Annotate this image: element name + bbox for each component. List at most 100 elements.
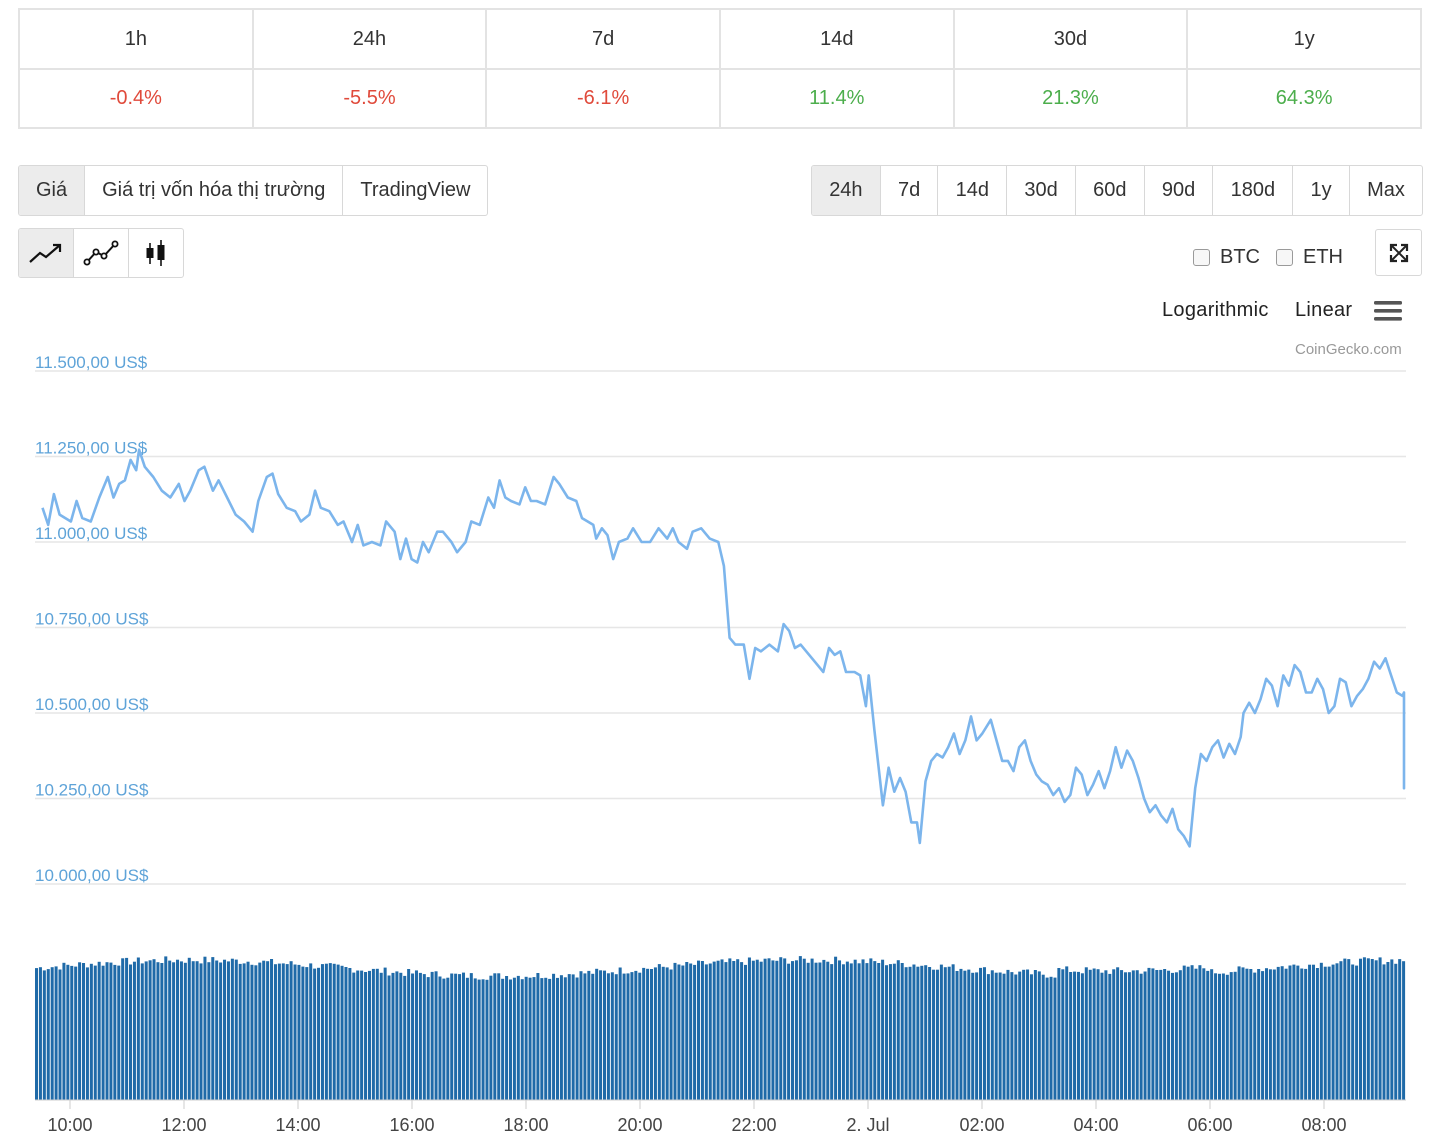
- volume-bar: [591, 973, 595, 1100]
- price-change-header-row: 1h 24h 7d 14d 30d 1y: [18, 8, 1422, 70]
- volume-bar: [1382, 964, 1386, 1100]
- tab-tradingview[interactable]: TradingView: [360, 179, 471, 201]
- volume-bar: [1362, 957, 1366, 1100]
- volume-bar: [830, 964, 834, 1100]
- volume-bar: [199, 963, 203, 1100]
- line-points-button[interactable]: [74, 229, 129, 277]
- volume-bar: [132, 961, 136, 1100]
- volume-bar: [1366, 958, 1370, 1100]
- volume-bar: [618, 967, 622, 1100]
- volume-bar: [446, 977, 450, 1100]
- volume-bar: [508, 979, 512, 1100]
- range-180d[interactable]: 180d: [1213, 166, 1294, 215]
- volume-bar: [485, 979, 489, 1100]
- volume-bar: [740, 962, 744, 1100]
- range-1y[interactable]: 1y: [1293, 166, 1350, 215]
- range-14d[interactable]: 14d: [938, 166, 1008, 215]
- volume-bar: [364, 972, 368, 1100]
- menu-icon[interactable]: [1374, 300, 1402, 322]
- change-header-14d: 14d: [718, 8, 955, 70]
- volume-bar: [559, 975, 563, 1100]
- volume-bar: [1229, 972, 1233, 1100]
- volume-bar: [1374, 960, 1378, 1100]
- volume-bar: [1135, 970, 1139, 1100]
- volume-bar: [794, 960, 798, 1100]
- volume-bar: [309, 963, 313, 1100]
- volume-bar: [418, 972, 422, 1100]
- volume-bar: [673, 962, 677, 1100]
- volume-bar: [1006, 969, 1010, 1100]
- volume-bar: [226, 961, 230, 1100]
- volume-bar: [736, 959, 740, 1100]
- volume-bar: [1120, 970, 1124, 1100]
- volume-bar: [712, 961, 716, 1100]
- volume-bar: [375, 968, 379, 1100]
- volume-bar: [454, 973, 458, 1100]
- volume-bar: [693, 964, 697, 1100]
- volume-bar: [1268, 969, 1272, 1100]
- volume-bar: [920, 965, 924, 1100]
- volume-bar: [1174, 972, 1178, 1100]
- volume-bar: [1319, 962, 1323, 1100]
- logarithmic-button[interactable]: Logarithmic: [1162, 299, 1269, 321]
- change-header-7d: 7d: [485, 8, 721, 70]
- volume-bar: [352, 972, 356, 1100]
- volume-bar: [771, 960, 775, 1100]
- tab-price[interactable]: Giá: [19, 166, 86, 215]
- range-90d[interactable]: 90d: [1145, 166, 1214, 215]
- volume-bar: [230, 958, 234, 1100]
- chart-credit[interactable]: CoinGecko.com: [1295, 341, 1402, 358]
- compare-btc[interactable]: BTC: [1193, 246, 1260, 269]
- btc-checkbox[interactable]: [1193, 249, 1210, 266]
- range-max[interactable]: Max: [1367, 179, 1405, 201]
- volume-bar: [383, 967, 387, 1100]
- x-tick-label: 14:00: [275, 1115, 320, 1135]
- tab-market-cap[interactable]: Giá trị vốn hóa thị trường: [85, 166, 344, 215]
- volume-bar: [66, 964, 70, 1100]
- range-24h[interactable]: 24h: [812, 166, 881, 215]
- volume-bar: [1139, 973, 1143, 1100]
- linear-button[interactable]: Linear: [1295, 299, 1353, 321]
- compare-eth[interactable]: ETH: [1276, 246, 1343, 269]
- x-tick-label: 06:00: [1187, 1115, 1232, 1135]
- volume-bar: [661, 966, 665, 1100]
- candlestick-button[interactable]: [129, 229, 183, 277]
- volume-bar: [697, 960, 701, 1100]
- volume-bar: [219, 962, 223, 1100]
- volume-bar: [747, 957, 751, 1100]
- volume-bar: [657, 964, 661, 1100]
- volume-bar: [1076, 971, 1080, 1100]
- volume-bar: [293, 964, 297, 1100]
- volume-bar: [340, 965, 344, 1100]
- volume-bar: [285, 964, 289, 1100]
- area-line-button[interactable]: [19, 229, 74, 277]
- chart-style-buttons: [18, 228, 184, 278]
- volume-bar: [481, 979, 485, 1100]
- volume-bar: [649, 969, 654, 1100]
- volume-bar: [963, 970, 967, 1100]
- range-30d[interactable]: 30d: [1007, 166, 1076, 215]
- eth-checkbox[interactable]: [1276, 249, 1293, 266]
- volume-bar: [751, 960, 755, 1100]
- volume-bar: [493, 973, 497, 1100]
- volume-bar: [1331, 964, 1335, 1100]
- volume-bar: [164, 956, 168, 1100]
- volume-bar: [442, 978, 446, 1100]
- y-tick-label: 11.250,00 US$: [35, 439, 148, 458]
- volume-bar: [622, 973, 626, 1100]
- volume-bar: [1069, 972, 1073, 1100]
- volume-bar: [728, 958, 732, 1100]
- volume-bar: [822, 959, 826, 1100]
- range-60d[interactable]: 60d: [1076, 166, 1145, 215]
- range-7d[interactable]: 7d: [881, 166, 939, 215]
- volume-bar: [783, 958, 787, 1100]
- x-tick-label: 08:00: [1301, 1115, 1346, 1135]
- volume-bar: [595, 968, 599, 1100]
- volume-bar: [348, 968, 352, 1100]
- volume-bar: [105, 962, 109, 1100]
- volume-bar: [434, 971, 438, 1100]
- volume-bar: [62, 962, 66, 1100]
- volume-bar: [708, 963, 712, 1100]
- fullscreen-button[interactable]: [1375, 229, 1422, 276]
- y-axis-labels: 11.500,00 US$ 11.250,00 US$ 11.000,00 US$ 1…: [35, 353, 149, 885]
